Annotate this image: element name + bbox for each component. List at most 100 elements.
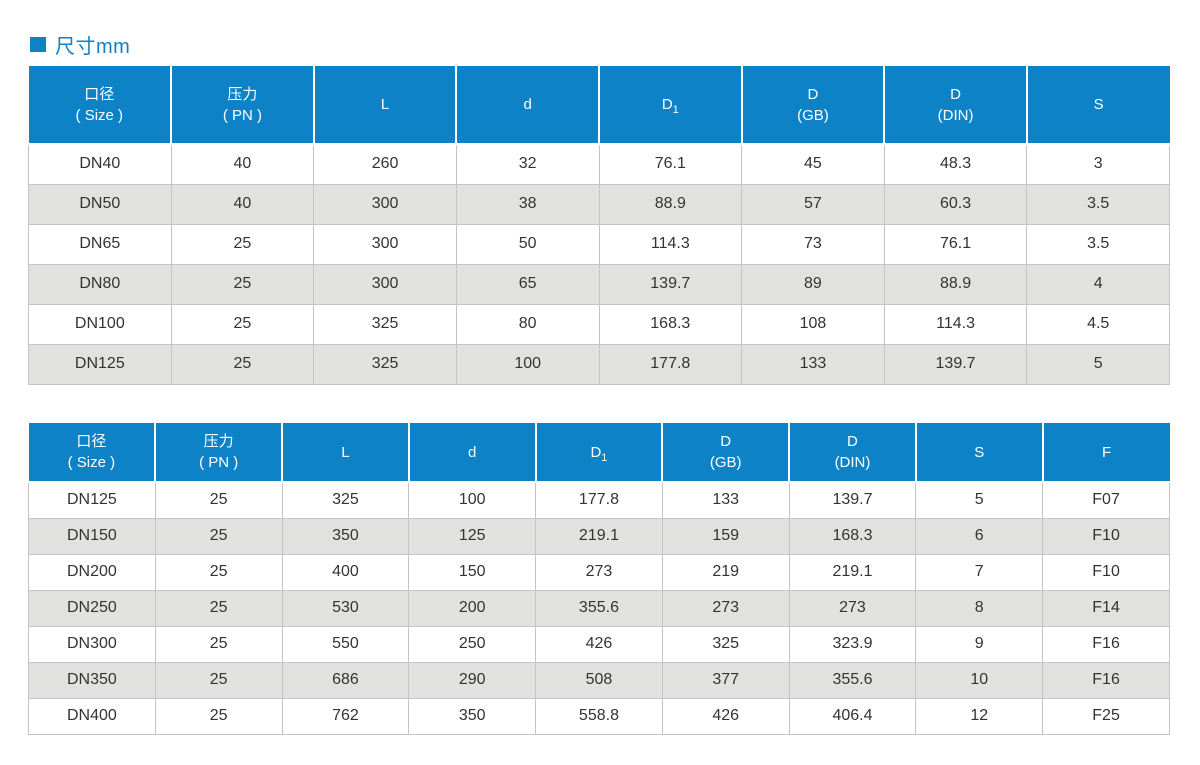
section-marker-icon: [30, 37, 46, 52]
table-cell: 25: [154, 553, 283, 591]
table-cell: 25: [170, 223, 315, 265]
table-cell: 4: [1026, 263, 1170, 305]
table-cell: 139.7: [883, 343, 1028, 385]
table-cell: 400: [281, 553, 410, 591]
table-row: DN150 25 350 125 219.1 159 168.3 6 F10: [28, 517, 1170, 555]
table-cell: 89: [741, 263, 885, 305]
column-header: D1: [599, 66, 743, 145]
table-cell: 25: [154, 481, 283, 519]
table-cell: 558.8: [535, 697, 663, 735]
table-cell: 114.3: [883, 303, 1028, 345]
table-cell: 508: [535, 661, 663, 699]
table-cell: 25: [154, 517, 283, 555]
table-cell: DN400: [28, 697, 156, 735]
table-cell: DN150: [28, 517, 156, 555]
table-cell: 273: [788, 589, 917, 627]
column-header: 压力( PN ): [171, 66, 315, 145]
table-cell: 300: [313, 183, 457, 225]
table-cell: 168.3: [598, 303, 743, 345]
table-cell: 686: [281, 661, 410, 699]
table-cell: DN40: [28, 143, 172, 185]
table-cell: 219: [661, 553, 790, 591]
table-cell: 76.1: [883, 223, 1028, 265]
column-header: D (GB): [662, 423, 791, 483]
table-cell: 159: [661, 517, 790, 555]
column-header: D (GB): [741, 66, 886, 145]
table-cell: 7: [915, 553, 1044, 591]
table-cell: 200: [408, 589, 537, 627]
table-cell: 76.1: [598, 143, 743, 185]
column-header: D1: [535, 423, 664, 483]
table-cell: 300: [313, 223, 457, 265]
table-cell: 50: [455, 223, 600, 265]
table-cell: 5: [915, 481, 1044, 519]
table-cell: 325: [313, 343, 457, 385]
column-header: d: [408, 423, 537, 483]
column-header: F: [1042, 423, 1170, 483]
table-cell: F16: [1042, 625, 1170, 663]
table-cell: 133: [661, 481, 790, 519]
table-cell: DN80: [28, 263, 172, 305]
table-cell: 273: [661, 589, 790, 627]
table-cell: 273: [535, 553, 663, 591]
table-cell: 100: [408, 481, 537, 519]
table-cell: DN350: [28, 661, 156, 699]
column-header: d: [456, 66, 600, 145]
table-cell: DN50: [28, 183, 172, 225]
table-cell: DN65: [28, 223, 172, 265]
table-cell: 12: [915, 697, 1044, 735]
table-cell: 300: [313, 263, 457, 305]
table-cell: 406.4: [788, 697, 917, 735]
table-cell: 114.3: [598, 223, 743, 265]
table-cell: F14: [1042, 589, 1170, 627]
table-cell: 350: [408, 697, 537, 735]
table-cell: 5: [1026, 343, 1170, 385]
table-cell: 125: [408, 517, 537, 555]
section-title: 尺寸mm: [30, 30, 130, 59]
table-cell: 290: [408, 661, 537, 699]
column-header: D (DIN): [884, 66, 1028, 145]
table-cell: F10: [1042, 553, 1170, 591]
table-cell: DN250: [28, 589, 156, 627]
table-cell: 426: [535, 625, 663, 663]
table-cell: DN125: [28, 343, 172, 385]
table-row: DN125 25 325 100 177.8 133 139.7 5 F07: [28, 481, 1170, 519]
table-cell: 350: [281, 517, 410, 555]
table-row: DN100 25 325 80 168.3 108 114.3 4.5: [28, 303, 1170, 345]
table-cell: 133: [741, 343, 885, 385]
table-cell: 4.5: [1026, 303, 1170, 345]
table-cell: 325: [313, 303, 457, 345]
column-header: L: [282, 423, 410, 483]
table-cell: 762: [281, 697, 410, 735]
table-cell: 25: [170, 343, 315, 385]
table-cell: 25: [170, 303, 315, 345]
table-1-body: DN40 40 260 32 76.1 45 48.3 3 DN50 40 300 38 88.9 57 6…: [28, 143, 1170, 385]
table-cell: 25: [154, 661, 283, 699]
table-cell: 325: [661, 625, 790, 663]
table-cell: 80: [455, 303, 600, 345]
table-cell: 168.3: [788, 517, 917, 555]
table-cell: 139.7: [788, 481, 917, 519]
table-cell: 3.5: [1026, 223, 1170, 265]
column-header: S: [1026, 66, 1170, 145]
column-header: 口径( Size ): [28, 423, 157, 483]
column-header: L: [313, 66, 458, 145]
table-cell: 377: [661, 661, 790, 699]
table-cell: 139.7: [598, 263, 743, 305]
table-2-body: DN125 25 325 100 177.8 133 139.7 5 F07 DN150 25 350…: [28, 481, 1170, 735]
table-cell: 100: [455, 343, 600, 385]
table-cell: F07: [1042, 481, 1170, 519]
table-cell: 355.6: [535, 589, 663, 627]
table-cell: 8: [915, 589, 1044, 627]
table-row: DN40 40 260 32 76.1 45 48.3 3: [28, 143, 1170, 185]
table-row: DN200 25 400 150 273 219 219.1 7 F10: [28, 553, 1170, 591]
page-title: 尺寸mm: [55, 36, 131, 58]
table-row: DN300 25 550 250 426 325 323.9 9 F16: [28, 625, 1170, 663]
table-cell: 108: [741, 303, 885, 345]
table-cell: 25: [154, 697, 283, 735]
table-cell: 177.8: [598, 343, 743, 385]
